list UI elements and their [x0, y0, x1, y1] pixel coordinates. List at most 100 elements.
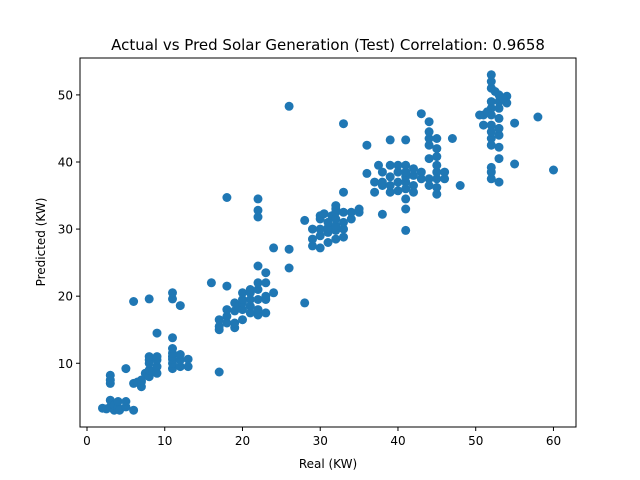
- x-tick-label: 30: [313, 434, 328, 448]
- x-tick-label: 0: [83, 434, 91, 448]
- data-point: [498, 93, 508, 103]
- data-point: [385, 135, 395, 145]
- data-point: [494, 103, 504, 113]
- x-tick-label: 50: [468, 434, 483, 448]
- data-point: [284, 101, 294, 111]
- data-point: [168, 288, 177, 298]
- data-point: [409, 170, 418, 180]
- data-point: [222, 311, 232, 321]
- y-tick-label: 40: [58, 155, 73, 169]
- data-point: [479, 120, 488, 130]
- data-point: [152, 368, 162, 378]
- data-point: [238, 305, 247, 315]
- data-point: [129, 405, 139, 415]
- data-point: [175, 350, 185, 359]
- data-point: [245, 301, 255, 311]
- data-point: [370, 177, 380, 187]
- data-point: [486, 134, 496, 143]
- data-point: [175, 301, 185, 311]
- data-point: [393, 167, 403, 177]
- data-point: [253, 285, 263, 294]
- data-point: [346, 214, 356, 224]
- data-point: [401, 204, 411, 214]
- data-point: [323, 217, 333, 227]
- data-point: [424, 117, 434, 127]
- data-point: [175, 362, 185, 372]
- data-point: [331, 201, 341, 211]
- data-point: [253, 295, 263, 304]
- data-point: [152, 352, 162, 362]
- data-point: [494, 142, 504, 152]
- data-point: [319, 209, 329, 219]
- data-point: [206, 278, 216, 288]
- data-point: [374, 160, 383, 170]
- data-point: [486, 162, 496, 172]
- data-point: [261, 268, 271, 278]
- data-point: [432, 152, 442, 162]
- y-tick-label: 30: [58, 223, 73, 237]
- data-point: [308, 241, 317, 251]
- data-point: [432, 167, 442, 177]
- data-point: [370, 187, 380, 197]
- x-axis: 0 10 20 30 40 50 60: [83, 427, 561, 448]
- data-point: [222, 305, 232, 315]
- data-point: [300, 215, 310, 225]
- data-point: [409, 181, 418, 190]
- data-point: [401, 135, 411, 145]
- data-point: [432, 183, 442, 192]
- data-point: [261, 278, 271, 288]
- data-point: [486, 77, 496, 86]
- data-point: [385, 187, 395, 197]
- data-point: [339, 207, 348, 217]
- y-axis-label: Predicted (KW): [34, 198, 48, 287]
- data-point: [214, 321, 224, 331]
- data-point: [393, 186, 403, 196]
- data-point: [401, 160, 411, 170]
- data-point: [168, 344, 177, 353]
- data-point: [416, 109, 426, 119]
- data-point: [432, 144, 442, 154]
- data-point: [409, 164, 418, 174]
- data-point: [253, 212, 263, 222]
- data-point: [105, 370, 115, 380]
- data-point: [549, 165, 558, 175]
- data-point: [432, 189, 442, 199]
- plot-area-frame: [79, 57, 577, 428]
- data-point: [253, 305, 263, 315]
- data-point: [416, 167, 426, 177]
- data-point: [331, 234, 341, 244]
- data-point: [486, 70, 496, 80]
- data-point: [416, 174, 426, 184]
- data-point: [339, 232, 348, 242]
- data-point: [261, 291, 271, 301]
- data-point: [245, 308, 255, 318]
- data-point: [300, 298, 310, 308]
- data-point: [339, 187, 348, 197]
- chart-title: Actual vs Pred Solar Generation (Test) C…: [111, 36, 545, 54]
- data-point: [245, 285, 255, 294]
- x-tick-label: 10: [157, 434, 172, 448]
- data-point: [339, 119, 348, 129]
- data-point: [401, 167, 411, 177]
- data-point: [401, 194, 411, 204]
- x-axis-label: Real (KW): [299, 457, 357, 471]
- y-tick-label: 50: [58, 88, 73, 102]
- data-point: [401, 184, 411, 194]
- data-point: [490, 87, 500, 96]
- data-point: [245, 295, 255, 304]
- data-point: [269, 243, 279, 253]
- data-point: [261, 308, 271, 318]
- data-point: [339, 224, 348, 234]
- data-point: [424, 181, 434, 190]
- data-point: [315, 243, 325, 253]
- x-tick-label: 20: [235, 434, 250, 448]
- data-point: [362, 140, 372, 150]
- data-point: [113, 397, 123, 406]
- data-point: [409, 187, 418, 197]
- data-point: [385, 172, 395, 182]
- data-point: [339, 217, 348, 227]
- data-point: [533, 112, 543, 122]
- data-point: [440, 167, 450, 177]
- points-layer: [98, 70, 558, 415]
- data-point: [424, 154, 434, 164]
